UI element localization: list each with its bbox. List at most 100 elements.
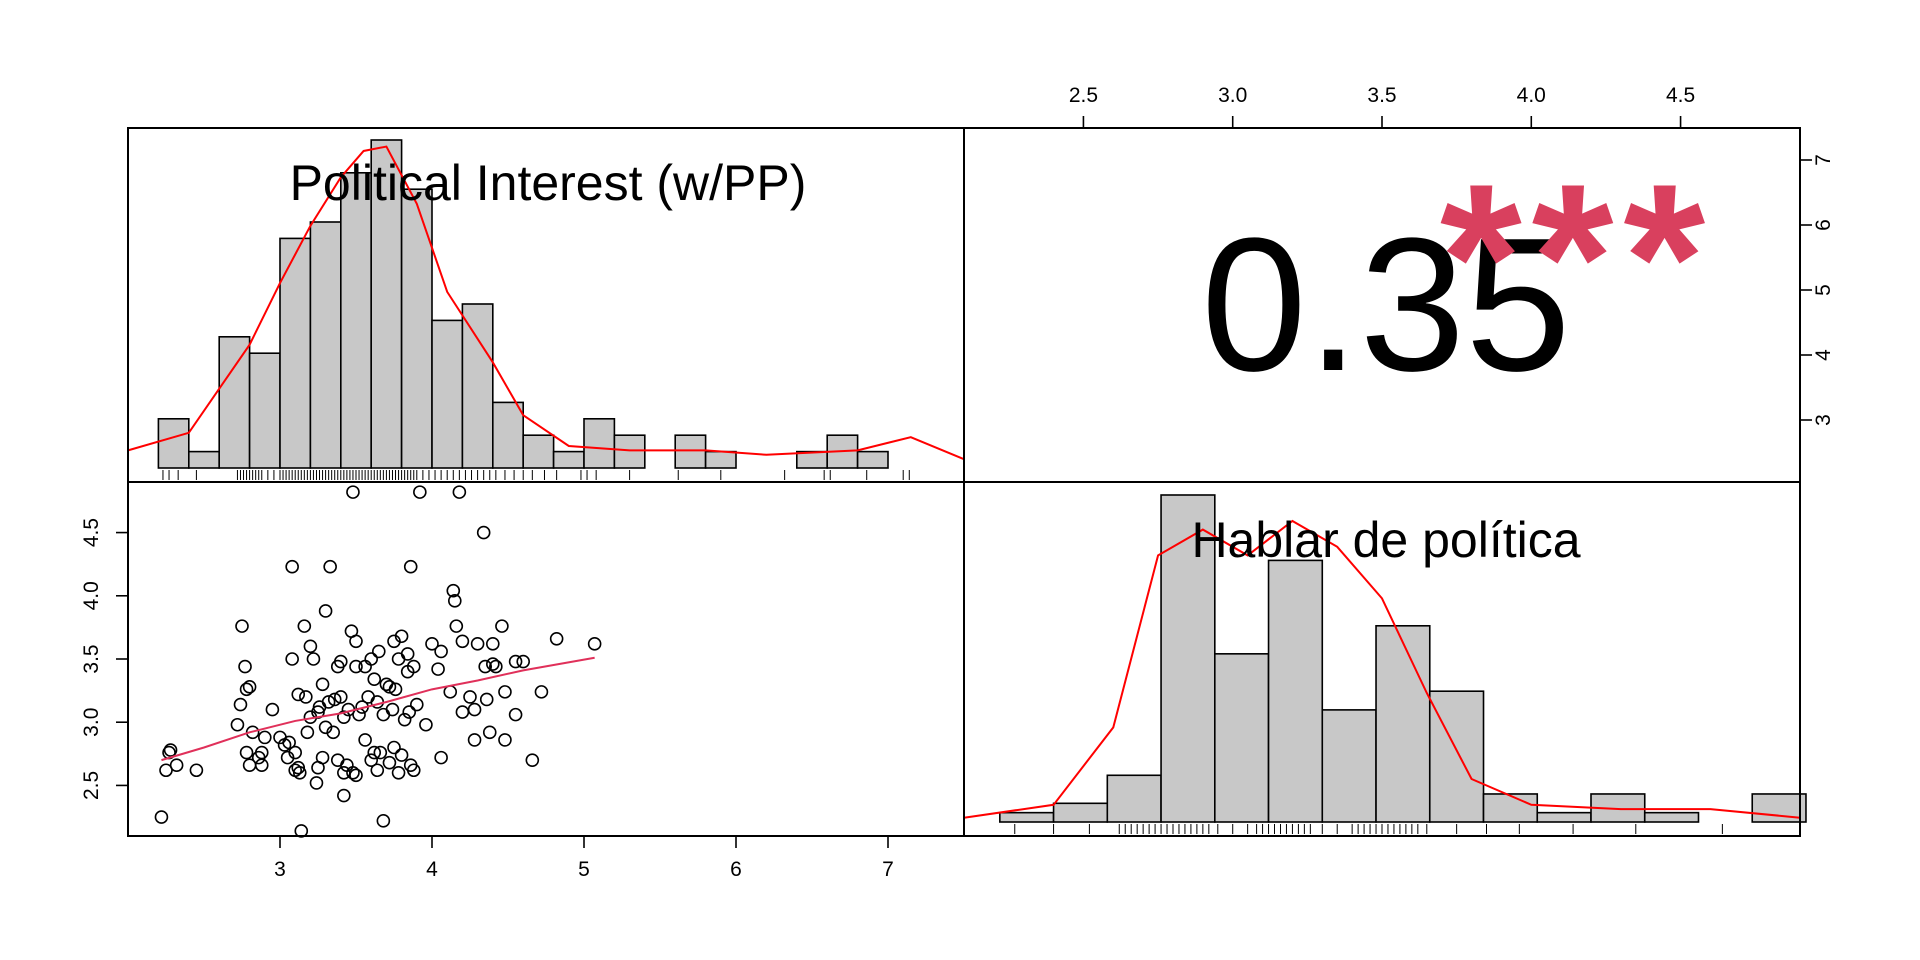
scatter-point [238,659,252,674]
scatter-point [254,758,269,773]
scatter-point [403,559,418,574]
scatter-point [326,725,341,740]
scatter-point [159,763,173,778]
axis-top-tick-label: 3.0 [1218,84,1247,107]
axis-bottom-tick-label: 7 [882,858,894,881]
scatter-point [303,639,318,654]
scatter-point [449,619,464,633]
hist-bar-var1 [309,221,342,469]
scatter-point [406,763,421,778]
scatter-point [364,753,379,767]
scatter-point [394,629,409,644]
scatter-point [333,654,348,669]
scatter-point [479,692,494,707]
scatter-point [340,758,354,773]
scatter-point [323,559,337,574]
scatter-point [282,735,296,750]
significance-stars: *** [1440,140,1715,375]
scatter-point [485,657,500,671]
scatter-point [409,697,424,712]
scatter-point [485,637,500,651]
scatter-point [525,753,540,767]
scatter-point [478,659,493,674]
hist-bar-var1 [674,434,707,469]
hist-bar-var1 [613,434,646,469]
hist-bar-var2 [999,811,1055,823]
hist-bar-var1 [157,417,190,469]
panel-histogram-political-interest [127,139,965,480]
scatter-point [306,652,321,666]
scatter-point [425,637,439,651]
axis-right-tick-label: 5 [1812,284,1835,296]
scatter-point [235,619,249,633]
scatter-point [397,712,412,727]
scatter-point [413,485,427,499]
scatter-point [361,690,375,704]
scatter-point [346,765,360,780]
scatter-point [467,702,482,717]
scatter-point [239,745,254,760]
scatter-point [367,745,382,760]
density-line-var1 [127,145,965,461]
axis-right-tick-label: 4 [1812,349,1835,361]
hist-bar-var1 [583,417,616,469]
scatter-point [587,637,602,651]
scatter-point [376,707,391,722]
scatter-point [337,710,351,724]
scatter-point [452,485,467,499]
scatter-point [291,687,306,702]
hist-bar-var1 [491,401,524,469]
scatter-point [285,652,299,666]
panel-scatterplot [154,485,602,838]
axis-bottom-tick-label: 5 [578,858,590,881]
scatter-point [309,776,324,790]
axis-top-tick-label: 2.5 [1069,84,1098,107]
axis-right-tick-label: 7 [1812,154,1835,166]
scatter-point [292,765,307,780]
scatter-point [367,672,382,687]
scatter-point [254,745,269,760]
axis-left-tick-label: 3.0 [80,708,103,737]
scatter-point [230,717,245,732]
scatter-point [315,677,330,692]
var2-title: Hablar de política [1191,512,1580,568]
scatter-point [431,662,445,676]
hist-bar-var1 [400,188,433,469]
scatter-point [434,750,448,765]
scatter-point [446,583,461,598]
scatter-point [508,654,523,669]
scatter-point [169,758,184,773]
scatter-point [402,705,417,719]
scatter-point [385,702,400,717]
scatter-point [443,685,458,699]
hist-bar-var2 [1106,774,1162,823]
scatter-point [349,634,363,649]
scatter-point [163,743,178,757]
scatter-point [300,725,315,740]
scatter-point [373,745,388,760]
hist-bar-var2 [1375,624,1431,823]
scatter-point [498,685,512,699]
scatter-point [391,652,406,666]
scatter-point [285,559,299,574]
axis-left-tick-label: 4.5 [80,518,103,547]
hist-bar-var1 [461,303,494,469]
axis-right-tick-label: 3 [1812,414,1835,426]
scatter-point [387,740,401,755]
axis-top-tick-label: 4.0 [1517,84,1546,107]
scatter-point [406,659,421,674]
panel-frames [127,127,1801,837]
scatter-point [455,634,470,649]
scatter-point [318,604,333,618]
axis-bottom-tick-label: 6 [730,858,742,881]
scatter-point [388,682,403,697]
scatter-point [370,763,385,778]
scatter-point [516,654,531,669]
scatter-point [189,763,204,778]
hist-bar-var1 [431,319,464,469]
scatter-point [337,788,351,803]
scatter-point [455,705,470,719]
hist-bar-var2 [1052,802,1109,823]
scatter-point [382,680,397,694]
